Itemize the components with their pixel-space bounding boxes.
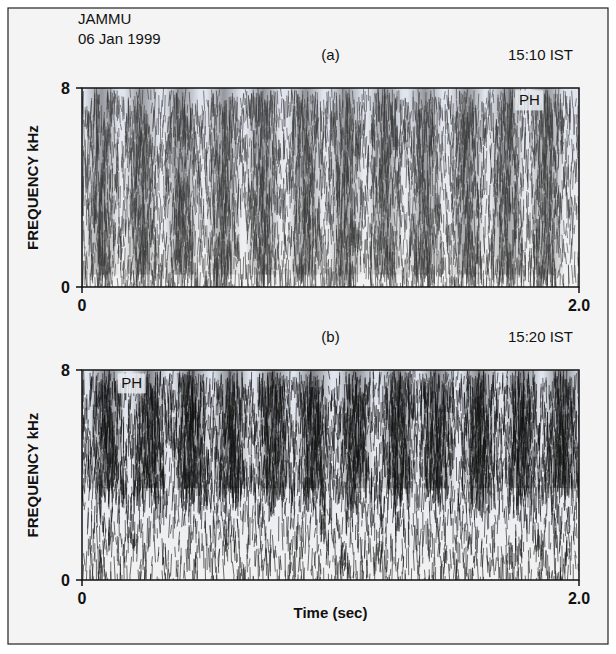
texture [85,370,579,521]
plot-frame [82,88,579,287]
x-axis-title: Time (sec) [294,604,368,621]
y-tick [76,87,82,89]
annotation-patch [515,90,543,110]
x-tick-label: 0 [78,590,87,607]
plot-area [82,88,579,287]
x-tick [578,580,580,586]
time-label: 15:20 IST [508,328,573,345]
header-text: JAMMU [78,10,131,27]
annotation: PH [121,374,142,391]
plot-frame [82,370,579,580]
panel: (b) 15:20 IST 0 8 0 2.0 FREQUENCY kHz Time (sec… [24,328,590,621]
time-label: 15:10 IST [508,46,573,63]
texture [82,370,579,580]
y-tick-label: 8 [61,80,70,97]
figure: JAMMU 06 Jan 1999 (a) 15:10 IST 0 8 0 2.0 FREQUE… [0,0,616,654]
y-tick-label: 0 [61,572,70,589]
x-tick [81,287,83,293]
y-axis-title: FREQUENCY kHz [24,413,41,538]
plot-area [82,370,579,580]
y-tick [76,579,82,581]
texture [82,88,579,287]
x-tick [81,580,83,586]
x-tick-label: 0 [78,297,87,314]
y-tick [76,286,82,288]
y-tick [76,369,82,371]
y-axis-title: FREQUENCY kHz [24,125,41,250]
figure-frame [8,8,608,644]
header-text: 06 Jan 1999 [78,30,161,47]
panel: JAMMU 06 Jan 1999 (a) 15:10 IST 0 8 0 2.0 FREQUE… [24,10,590,314]
y-tick-label: 8 [61,362,70,379]
x-tick-label: 2.0 [568,297,590,314]
panel-title: (a) [321,46,339,63]
annotation-patch [118,373,146,393]
panel-title: (b) [321,328,339,345]
plot-background [82,370,579,580]
y-tick-label: 0 [61,279,70,296]
texture [82,88,567,287]
x-tick [578,287,580,293]
x-tick-label: 2.0 [568,590,590,607]
annotation: PH [519,91,540,108]
